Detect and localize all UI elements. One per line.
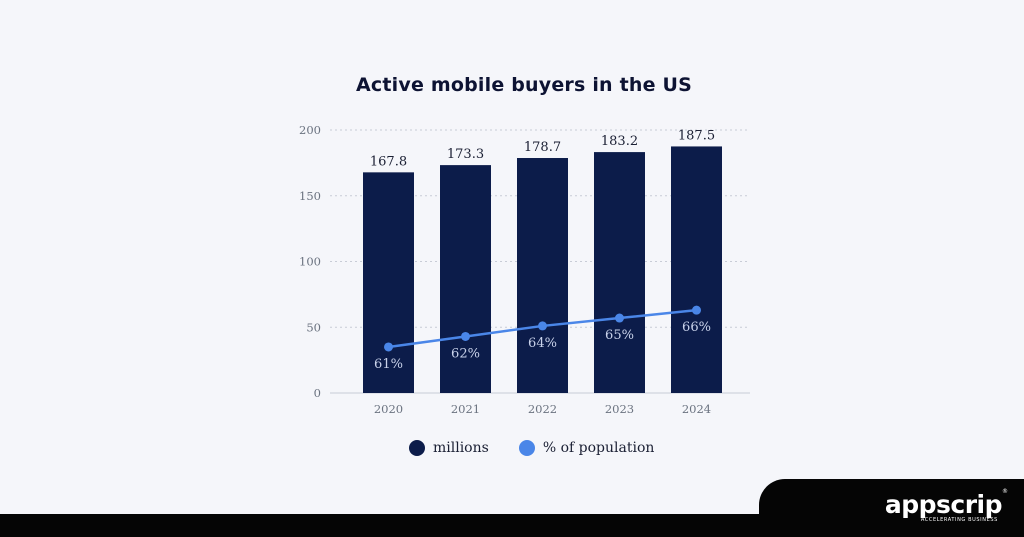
line-point [461,331,470,341]
y-tick-label: 150 [299,189,321,203]
footer-brand-tab [759,479,1024,537]
x-tick-label: 2022 [528,402,557,416]
x-tick-label: 2024 [682,402,711,416]
bar-value-label: 183.2 [601,134,638,149]
y-tick-label: 0 [314,386,321,400]
bar [671,146,722,393]
line-point [692,305,701,315]
bar-value-label: 173.3 [447,147,484,162]
line-series: 61% 62% 64% 65% 66% [374,305,711,372]
bar [517,158,568,393]
line-value-label: 64% [528,336,557,351]
legend-swatch-millions [409,440,425,456]
legend-label-population: % of population [542,440,655,456]
brand-tagline: ACCELERATING BUSINESS [920,517,998,523]
bar [594,152,645,393]
line-value-label: 66% [682,320,711,335]
x-axis-ticks: 2020 2021 2022 2023 2024 [374,402,711,416]
legend-item-millions: millions [409,440,489,456]
bar-series: 167.8 173.3 178.7 183.2 187.5 [363,128,722,393]
bar [363,172,414,393]
line-value-label: 62% [451,346,480,361]
line-point [538,321,547,331]
line-value-label: 65% [605,328,634,343]
bar-value-label: 167.8 [370,154,407,169]
legend: millions % of population [409,440,654,456]
bar-value-label: 187.5 [678,128,715,143]
legend-item-population: % of population [518,440,655,456]
legend-swatch-population [518,440,535,456]
legend-label-millions: millions [433,440,489,456]
brand-logo: appscrip ACCELERATING BUSINESS ® [884,488,1008,523]
line-point [384,342,393,352]
line-point [615,313,624,323]
registered-mark: ® [1002,488,1008,495]
y-axis-ticks: 0 50 100 150 200 [299,123,321,400]
y-tick-label: 50 [306,320,321,334]
y-tick-label: 200 [299,123,321,137]
x-tick-label: 2020 [374,402,403,416]
y-tick-label: 100 [299,255,321,269]
bar [440,165,491,393]
bar-value-label: 178.7 [524,140,561,155]
x-tick-label: 2021 [451,402,480,416]
line-value-label: 61% [374,357,403,372]
chart-title: Active mobile buyers in the US [356,74,692,96]
x-tick-label: 2023 [605,402,634,416]
brand-name: appscrip [884,490,1003,519]
